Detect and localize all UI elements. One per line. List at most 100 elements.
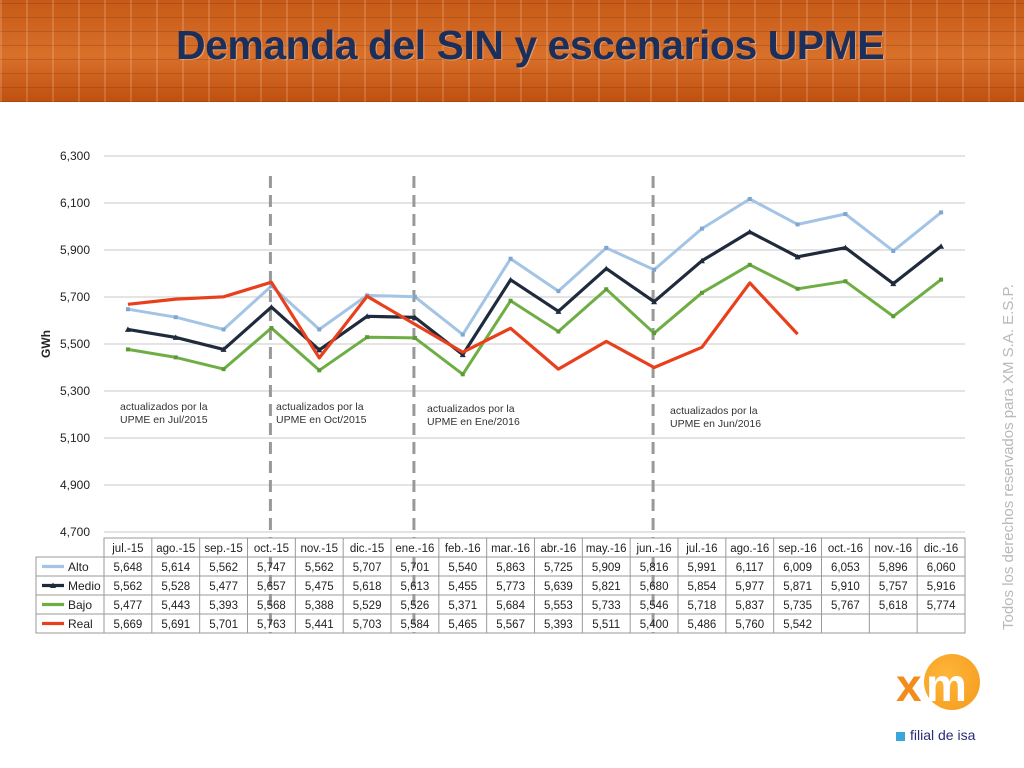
data-label: 5,657 <box>257 581 286 593</box>
x-tick-label: jun.-16 <box>635 543 671 555</box>
page-title: Demanda del SIN y escenarios UPME <box>176 22 885 68</box>
data-label: 5,747 <box>257 562 286 574</box>
data-label: 5,703 <box>353 619 382 631</box>
data-point-alto <box>556 289 561 294</box>
data-label: 5,393 <box>544 619 573 631</box>
legend-label: Real <box>68 617 93 631</box>
y-tick-label: 6,300 <box>60 149 90 163</box>
data-label: 5,909 <box>592 562 621 574</box>
series-line-medio <box>127 230 943 357</box>
data-point-bajo <box>556 329 561 334</box>
y-axis-label: GWh <box>39 330 53 358</box>
data-point-bajo <box>412 335 417 340</box>
data-label: 5,767 <box>831 600 860 612</box>
legend-marker <box>50 582 56 588</box>
data-point-alto <box>412 294 417 299</box>
data-label: 5,614 <box>161 562 190 574</box>
x-tick-label: jul.-16 <box>685 543 717 555</box>
y-tick-label: 5,100 <box>60 431 90 445</box>
data-point-alto <box>652 267 657 272</box>
data-point-bajo <box>795 286 800 291</box>
scenario-annotation: UPME en Ene/2016 <box>427 416 520 428</box>
data-label: 5,562 <box>114 581 143 593</box>
data-label: 5,691 <box>161 619 190 631</box>
data-label: 6,053 <box>831 562 860 574</box>
series-line-alto <box>127 197 943 337</box>
y-tick-label: 5,900 <box>60 243 90 257</box>
data-label: 5,568 <box>257 600 286 612</box>
y-tick-label: 5,500 <box>60 337 90 351</box>
data-label: 5,528 <box>161 581 190 593</box>
data-label: 5,388 <box>305 600 334 612</box>
data-label: 5,774 <box>927 600 956 612</box>
data-point-alto <box>221 327 226 332</box>
data-point-medio <box>842 244 849 251</box>
data-point-alto <box>843 212 848 217</box>
data-label: 5,529 <box>353 600 382 612</box>
x-tick-label: jul.-15 <box>111 543 143 555</box>
data-point-bajo <box>652 331 657 336</box>
logo-square-icon <box>896 731 905 741</box>
data-point-medio <box>698 257 705 264</box>
data-point-bajo <box>508 298 513 303</box>
data-point-bajo <box>843 279 848 284</box>
data-point-bajo <box>269 326 274 331</box>
data-point-bajo <box>317 368 322 373</box>
data-point-medio <box>651 298 658 305</box>
data-label: 5,863 <box>496 562 525 574</box>
data-label: 5,773 <box>496 581 525 593</box>
x-tick-label: nov.-16 <box>874 543 912 555</box>
scenario-annotation: actualizados por la <box>427 403 515 415</box>
y-tick-label: 4,700 <box>60 525 90 539</box>
x-tick-label: nov.-15 <box>300 543 338 555</box>
data-label: 5,648 <box>114 562 143 574</box>
data-point-bajo <box>747 262 752 267</box>
data-point-medio <box>220 346 227 352</box>
header-banner: Demanda del SIN y escenarios UPME <box>0 0 1024 102</box>
data-label: 5,977 <box>735 581 764 593</box>
scenario-annotation: UPME en Oct/2015 <box>276 414 367 426</box>
data-label: 5,477 <box>114 600 143 612</box>
x-tick-label: mar.-16 <box>491 543 530 555</box>
data-label: 5,725 <box>544 562 573 574</box>
data-point-alto <box>173 315 178 320</box>
data-label: 5,562 <box>209 562 238 574</box>
legend-label: Medio <box>68 579 101 593</box>
data-label: 5,816 <box>640 562 669 574</box>
data-point-alto <box>604 245 609 250</box>
series-line-real <box>127 280 799 371</box>
x-tick-label: feb.-16 <box>445 543 481 555</box>
data-point-medio <box>172 334 179 340</box>
data-label: 5,707 <box>353 562 382 574</box>
data-point-medio <box>316 346 323 353</box>
scenario-annotation: UPME en Jun/2016 <box>670 418 761 430</box>
data-label: 5,441 <box>305 619 334 631</box>
data-label: 6,060 <box>927 562 956 574</box>
scenario-annotation: actualizados por la <box>120 401 208 413</box>
data-label: 5,910 <box>831 581 860 593</box>
x-tick-label: oct.-16 <box>828 543 863 555</box>
data-point-bajo <box>365 335 370 340</box>
data-label: 5,701 <box>209 619 238 631</box>
xm-logo: x m <box>892 652 982 722</box>
data-label: 5,618 <box>879 600 908 612</box>
data-label: 5,837 <box>735 600 764 612</box>
x-tick-label: dic.-16 <box>924 543 959 555</box>
x-tick-label: sep.-16 <box>778 543 816 555</box>
data-point-alto <box>269 283 274 288</box>
data-label: 5,400 <box>640 619 669 631</box>
data-label: 5,735 <box>783 600 812 612</box>
data-label: 5,991 <box>688 562 717 574</box>
x-tick-label: oct.-15 <box>254 543 289 555</box>
y-tick-label: 5,700 <box>60 290 90 304</box>
legend-label: Bajo <box>68 598 92 612</box>
data-point-medio <box>268 304 275 310</box>
series-line-bajo <box>127 263 943 376</box>
data-label: 5,669 <box>114 619 143 631</box>
y-tick-label: 6,100 <box>60 196 90 210</box>
data-point-bajo <box>604 287 609 292</box>
data-label: 5,553 <box>544 600 573 612</box>
x-tick-label: ago.-16 <box>730 543 769 555</box>
logo-letter-m: m <box>926 659 967 711</box>
data-point-medio <box>890 280 897 287</box>
